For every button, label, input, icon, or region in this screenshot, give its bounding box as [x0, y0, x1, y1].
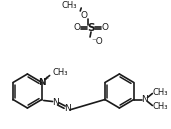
Text: CH₃: CH₃ — [52, 68, 68, 77]
Text: S: S — [87, 23, 95, 33]
Text: CH₃: CH₃ — [62, 2, 77, 10]
Text: +: + — [43, 76, 48, 81]
Text: O: O — [81, 10, 88, 19]
Text: CH₃: CH₃ — [152, 88, 168, 97]
Text: CH₃: CH₃ — [152, 102, 168, 111]
Text: N: N — [141, 95, 148, 104]
Text: O: O — [74, 23, 81, 33]
Text: N: N — [38, 78, 46, 87]
Text: ⁻O: ⁻O — [91, 38, 103, 46]
Text: N: N — [52, 98, 59, 107]
Text: N: N — [64, 104, 71, 113]
Text: O: O — [101, 23, 108, 33]
